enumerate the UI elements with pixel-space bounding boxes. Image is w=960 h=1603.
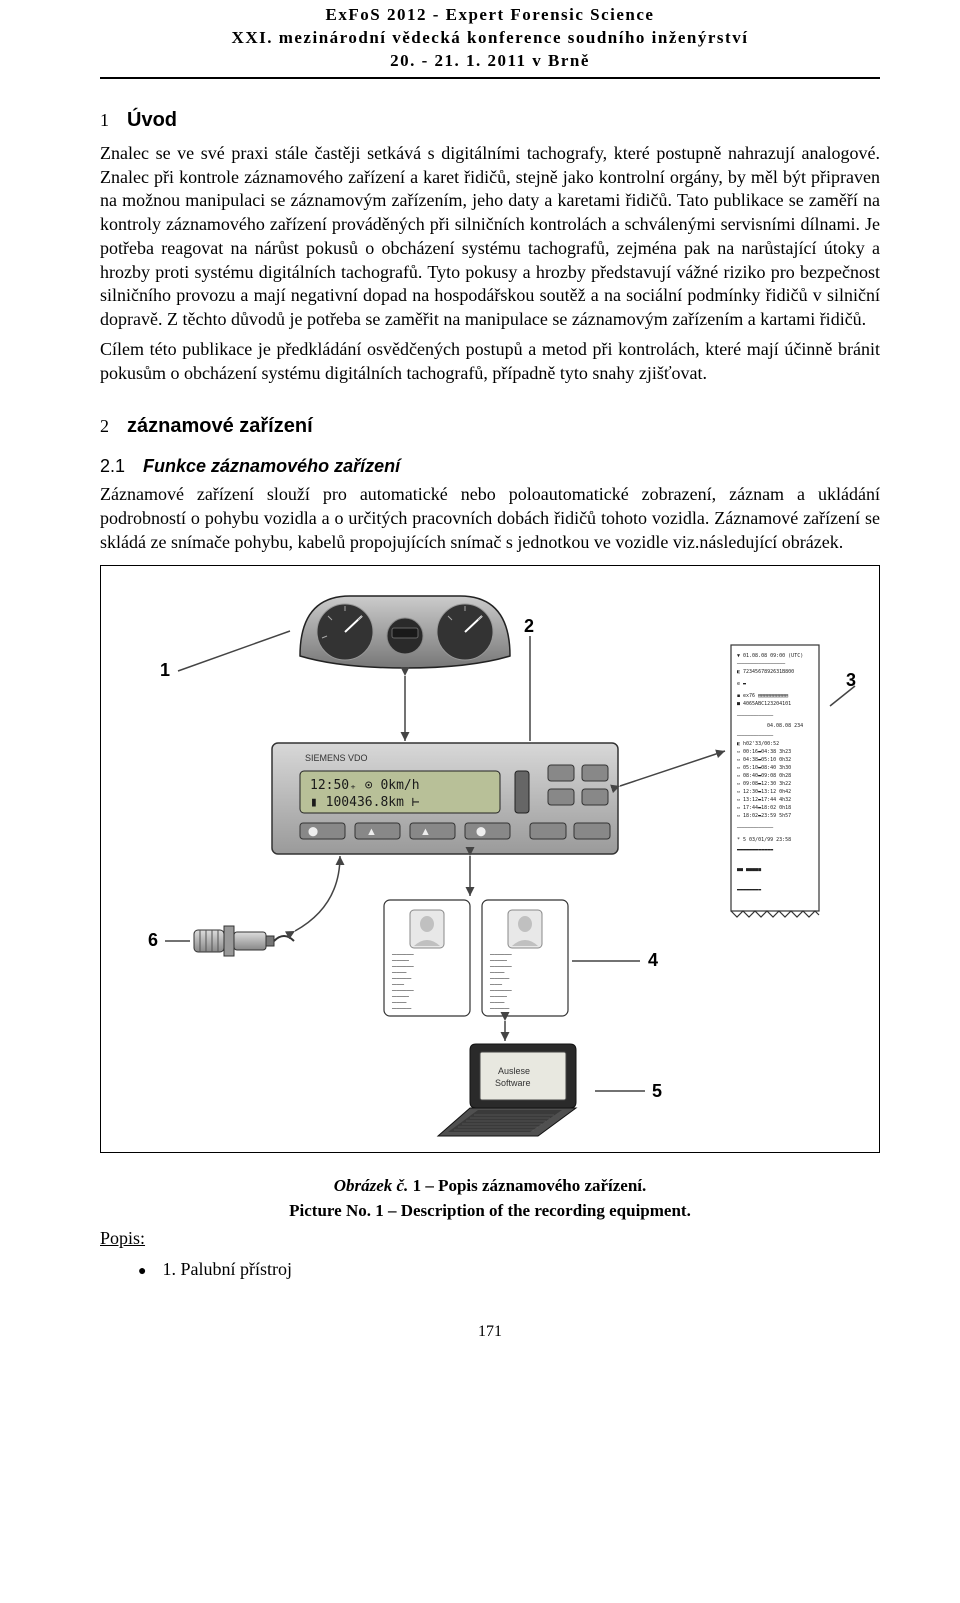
section-2-1-heading: 2.1 Funkce záznamového zařízení: [100, 456, 880, 477]
figure-label-1: 1: [160, 660, 170, 681]
figure-label-5: 5: [652, 1081, 662, 1102]
section-2-title: záznamové zařízení: [127, 415, 313, 438]
page-header: ExFoS 2012 - Expert Forensic Science XXI…: [100, 0, 880, 73]
section-2-number: 2: [100, 416, 109, 437]
section-1-paragraph-2: Cílem této publikace je předkládání osvě…: [100, 338, 880, 386]
figure-1-caption: Obrázek č. 1 – Popis záznamového zařízen…: [100, 1173, 880, 1224]
header-line-2: XXI. mezinárodní vědecká konference soud…: [100, 27, 880, 50]
figure-caption-cz-rest: 1 – Popis záznamového zařízení.: [413, 1176, 647, 1195]
popis-label: Popis:: [100, 1228, 880, 1249]
figure-caption-cz-prefix: Obrázek č.: [334, 1176, 409, 1195]
page-number: 171: [100, 1323, 880, 1341]
header-line-3: 20. - 21. 1. 2011 v Brně: [100, 50, 880, 73]
popis-bullet-1: ● 1. Palubní přístroj: [138, 1259, 880, 1281]
section-1-number: 1: [100, 110, 109, 131]
figure-1-container: 12:50₊ ⊙ 0km/h ▮ 100436.8km ⊢ ⬤ ▲ ▲ ⬤: [100, 565, 880, 1153]
section-2-heading: 2 záznamové zařízení: [100, 415, 880, 438]
bullet-dot-icon: ●: [138, 1263, 146, 1281]
figure-label-4: 4: [648, 950, 658, 971]
popis-item-1: 1. Palubní přístroj: [162, 1259, 292, 1280]
header-divider: [100, 77, 880, 79]
figure-1-diagram: 12:50₊ ⊙ 0km/h ▮ 100436.8km ⊢ ⬤ ▲ ▲ ⬤: [120, 576, 860, 1146]
section-2-1-number: 2.1: [100, 456, 125, 477]
section-2-1-paragraph: Záznamové zařízení slouží pro automatick…: [100, 483, 880, 554]
figure-label-3: 3: [846, 670, 856, 691]
figure-label-2: 2: [524, 616, 534, 637]
section-1-title: Úvod: [127, 109, 177, 132]
figure-label-6: 6: [148, 930, 158, 951]
section-2-1-title: Funkce záznamového zařízení: [143, 456, 400, 477]
figure-caption-en: Picture No. 1 – Description of the recor…: [100, 1198, 880, 1224]
header-line-1: ExFoS 2012 - Expert Forensic Science: [100, 4, 880, 27]
leader-lines: [120, 576, 860, 1146]
section-1-heading: 1 Úvod: [100, 109, 880, 132]
section-1-paragraph-1: Znalec se ve své praxi stále častěji set…: [100, 142, 880, 332]
